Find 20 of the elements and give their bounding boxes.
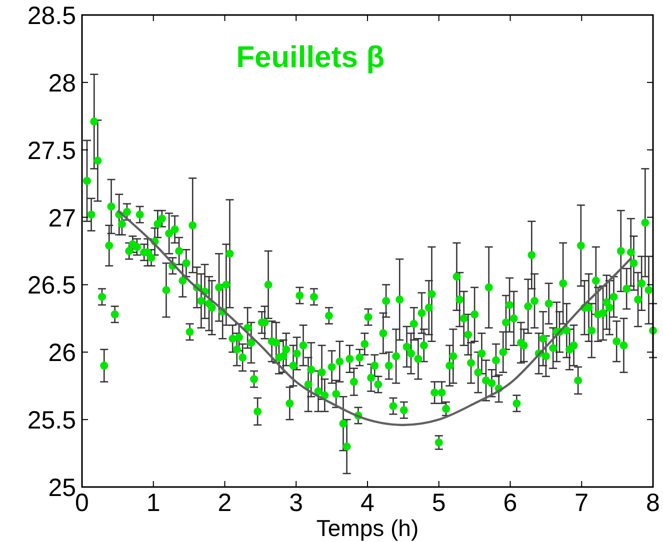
y-tick-label: 25 xyxy=(48,474,76,502)
x-tick-label: 6 xyxy=(503,489,518,517)
y-tick-label: 25.5 xyxy=(27,406,76,435)
x-tick-label: 2 xyxy=(218,489,232,517)
line-series xyxy=(116,209,633,426)
x-tick-label: 3 xyxy=(289,489,304,517)
y-tick-label: 27.5 xyxy=(27,136,76,165)
x-tick-label: 5 xyxy=(432,489,446,517)
y-tick-label: 28.5 xyxy=(27,2,76,30)
x-tick-label: 4 xyxy=(360,489,375,517)
x-tick-label: 1 xyxy=(146,489,160,517)
y-tick-label: 26 xyxy=(48,339,76,368)
x-tick-label: 7 xyxy=(574,489,589,517)
text: Feuillets β xyxy=(236,41,385,74)
x-axis-title: Temps (h) xyxy=(316,515,419,541)
y-tick-label: 27 xyxy=(48,204,76,232)
x-tick-label: 0 xyxy=(75,489,89,517)
y-tick-label: 26.5 xyxy=(27,272,76,300)
x-tick-label: 8 xyxy=(646,489,660,517)
y-tick-label: 28 xyxy=(48,69,76,98)
